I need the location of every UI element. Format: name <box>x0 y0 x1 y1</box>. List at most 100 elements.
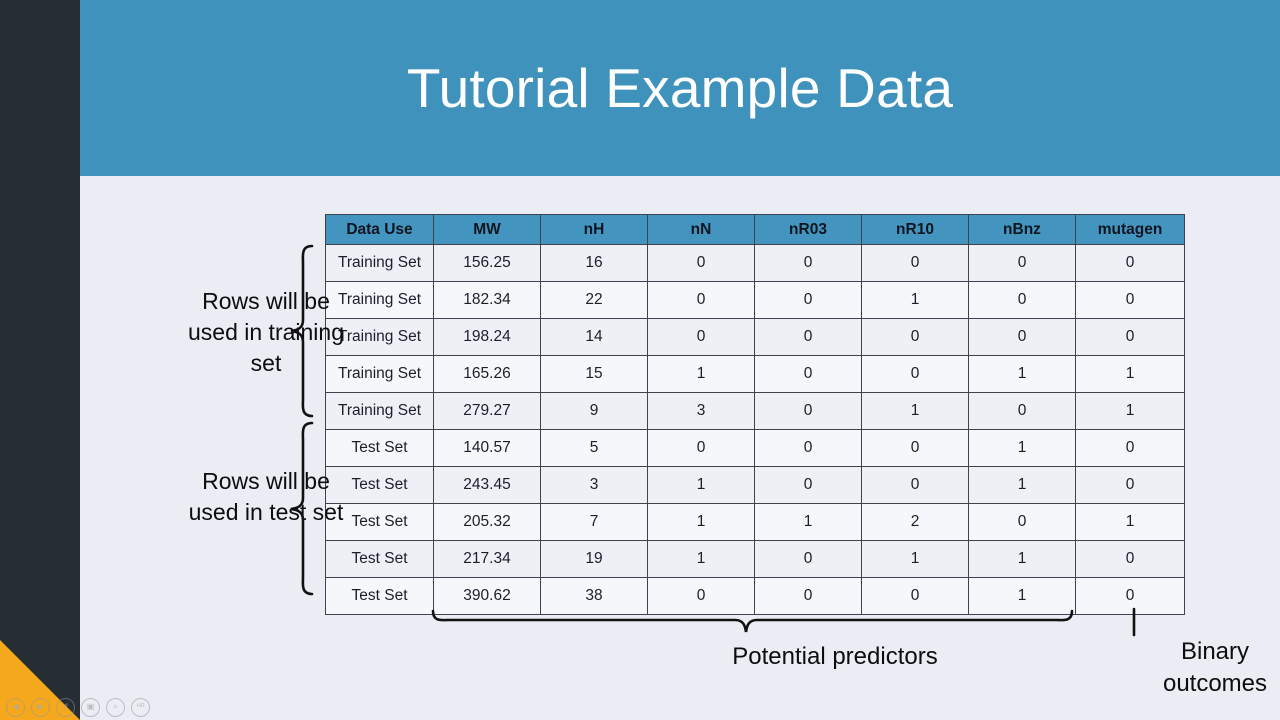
cell-nr10: 0 <box>861 577 969 615</box>
pen-annotate-button[interactable]: ✐ <box>56 697 75 717</box>
search-icon: ⌕ <box>113 702 118 711</box>
column-header-nn: nN <box>647 214 755 245</box>
slide-title-band <box>80 0 1280 176</box>
column-header-nr10: nR10 <box>861 214 969 245</box>
cell-nh: 7 <box>540 503 648 541</box>
cell-nr10: 0 <box>861 318 969 356</box>
example-data-table: Data Use MW nH nN nR03 nR10 nBnz mutagen… <box>325 214 1185 615</box>
hd-quality-icon: HD <box>136 703 145 710</box>
layout-view-button[interactable]: ▣ <box>81 697 100 717</box>
cell-nh: 16 <box>540 244 648 282</box>
slide-canvas: Tutorial Example Data Data Use MW nH nN … <box>80 0 1280 720</box>
table-row: Test Set 140.57 5 0 0 0 1 0 <box>325 429 1185 467</box>
cell-mw: 198.24 <box>433 318 541 356</box>
cell-mutagen: 0 <box>1075 281 1185 319</box>
cell-nbnz: 1 <box>968 540 1076 578</box>
cell-nn: 1 <box>647 503 755 541</box>
cell-mw: 140.57 <box>433 429 541 467</box>
cell-nn: 1 <box>647 466 755 504</box>
cell-mutagen: 1 <box>1075 503 1185 541</box>
cell-nh: 9 <box>540 392 648 430</box>
cell-mw: 390.62 <box>433 577 541 615</box>
cell-mw: 217.34 <box>433 540 541 578</box>
cell-data-use: Test Set <box>325 540 434 578</box>
cell-nn: 0 <box>647 281 755 319</box>
column-header-nh: nH <box>540 214 648 245</box>
layout-icon: ▣ <box>86 702 95 711</box>
table-header-row: Data Use MW nH nN nR03 nR10 nBnz mutagen <box>325 214 1185 245</box>
cell-nr10: 1 <box>861 392 969 430</box>
cell-mutagen: 0 <box>1075 577 1185 615</box>
table-row: Test Set 243.45 3 1 0 0 1 0 <box>325 466 1185 504</box>
table-row: Training Set 165.26 15 1 0 0 1 1 <box>325 355 1185 393</box>
cell-nr10: 0 <box>861 429 969 467</box>
column-header-nbnz: nBnz <box>968 214 1076 245</box>
cell-nr03: 0 <box>754 577 862 615</box>
cell-nr03: 0 <box>754 540 862 578</box>
cell-nbnz: 0 <box>968 318 1076 356</box>
play-button[interactable]: ▶ <box>31 697 50 717</box>
cell-nbnz: 1 <box>968 355 1076 393</box>
rewind-icon: ◀ <box>12 702 19 711</box>
cell-mutagen: 0 <box>1075 244 1185 282</box>
table-row: Test Set 390.62 38 0 0 0 1 0 <box>325 577 1185 615</box>
cell-nh: 14 <box>540 318 648 356</box>
cell-nbnz: 1 <box>968 577 1076 615</box>
cell-nr03: 0 <box>754 466 862 504</box>
table-row: Training Set 279.27 9 3 0 1 0 1 <box>325 392 1185 430</box>
rewind-button[interactable]: ◀ <box>6 697 25 717</box>
table-row: Test Set 217.34 19 1 0 1 1 0 <box>325 540 1185 578</box>
play-icon: ▶ <box>37 702 44 711</box>
cell-nr10: 1 <box>861 281 969 319</box>
column-header-mw: MW <box>433 214 541 245</box>
cell-nn: 1 <box>647 540 755 578</box>
cell-nbnz: 1 <box>968 466 1076 504</box>
cell-data-use: Test Set <box>325 466 434 504</box>
cell-data-use: Training Set <box>325 392 434 430</box>
cell-nh: 22 <box>540 281 648 319</box>
cell-nr10: 0 <box>861 244 969 282</box>
cell-data-use: Test Set <box>325 577 434 615</box>
cell-nr10: 0 <box>861 466 969 504</box>
cell-nbnz: 0 <box>968 503 1076 541</box>
cell-mutagen: 0 <box>1075 466 1185 504</box>
table-row: Test Set 205.32 7 1 1 2 0 1 <box>325 503 1185 541</box>
cell-nr03: 0 <box>754 392 862 430</box>
cell-nbnz: 1 <box>968 429 1076 467</box>
cell-nh: 38 <box>540 577 648 615</box>
cell-nn: 3 <box>647 392 755 430</box>
search-button[interactable]: ⌕ <box>106 697 125 717</box>
cell-nn: 0 <box>647 318 755 356</box>
cell-data-use: Training Set <box>325 318 434 356</box>
cell-nr10: 0 <box>861 355 969 393</box>
quality-button[interactable]: HD <box>131 697 150 717</box>
pen-icon: ✐ <box>62 702 69 711</box>
cell-nh: 5 <box>540 429 648 467</box>
cell-mw: 156.25 <box>433 244 541 282</box>
cell-nbnz: 0 <box>968 281 1076 319</box>
test-set-annotation: Rows will be used in test set <box>188 468 344 526</box>
cell-nh: 3 <box>540 466 648 504</box>
column-header-nr03: nR03 <box>754 214 862 245</box>
cell-data-use: Test Set <box>325 503 434 541</box>
cell-nr03: 0 <box>754 281 862 319</box>
table-row: Training Set 198.24 14 0 0 0 0 0 <box>325 318 1185 356</box>
predictors-annotation: Potential predictors <box>732 643 938 670</box>
cell-data-use: Training Set <box>325 281 434 319</box>
cell-mutagen: 1 <box>1075 392 1185 430</box>
cell-nn: 0 <box>647 244 755 282</box>
training-set-annotation: Rows will be used in training set <box>188 288 344 377</box>
player-left-rail <box>0 0 80 720</box>
cell-mutagen: 0 <box>1075 540 1185 578</box>
cell-data-use: Training Set <box>325 244 434 282</box>
cell-nn: 1 <box>647 355 755 393</box>
cell-nr03: 0 <box>754 429 862 467</box>
cell-nbnz: 0 <box>968 244 1076 282</box>
cell-nh: 15 <box>540 355 648 393</box>
binary-outcomes-annotation: Binary outcomes <box>1162 638 1268 698</box>
cell-data-use: Test Set <box>325 429 434 467</box>
player-control-bar[interactable]: ◀ ▶ ✐ ▣ ⌕ HD <box>0 694 1280 720</box>
cell-nr10: 2 <box>861 503 969 541</box>
cell-nn: 0 <box>647 577 755 615</box>
cell-mw: 279.27 <box>433 392 541 430</box>
